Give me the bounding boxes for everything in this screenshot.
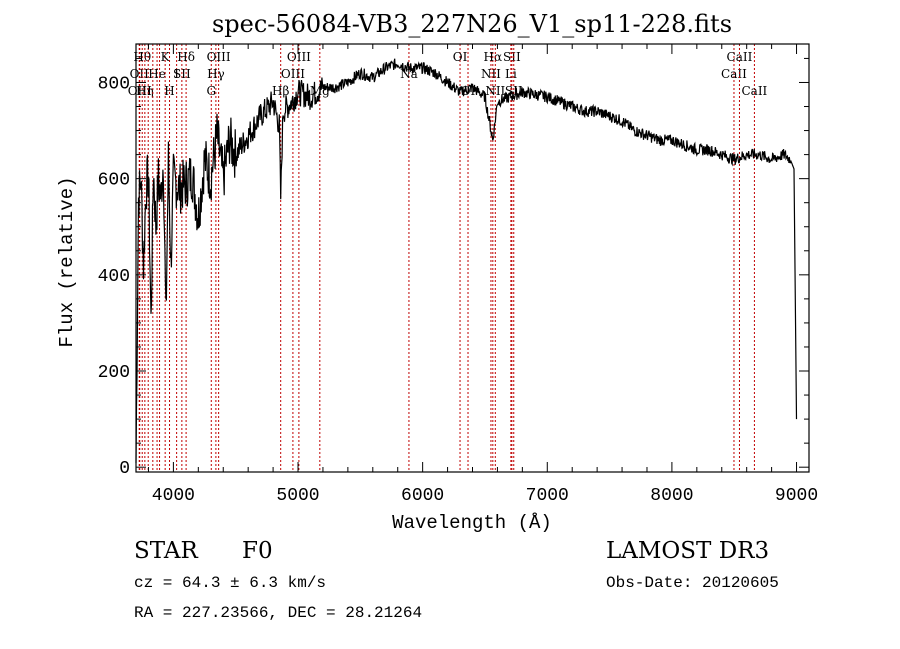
spectral-line-label: K — [161, 50, 171, 64]
plot-frame — [135, 43, 810, 473]
y-tick-label: 0 — [119, 459, 130, 479]
spectral-line-label: CaII — [721, 67, 747, 81]
spectral-line-label: OIII — [281, 67, 305, 81]
y-tick-label: 600 — [98, 171, 130, 191]
y-axis-label: Flux (relative) — [56, 176, 78, 347]
x-tick-label: 4000 — [152, 486, 195, 506]
axes: 4000 5000 6000 7000 8000 9000 0 200 400 600 800 — [98, 44, 818, 506]
x-axis-label: Wavelength (Å) — [392, 512, 552, 534]
spectral-line-label: CaII — [741, 84, 767, 98]
spectral-line-label: OI — [453, 50, 468, 64]
spectral-line-label: OIII — [128, 84, 152, 98]
spectral-line-label: I — [174, 67, 179, 81]
spectral-subclass: F0 — [242, 538, 273, 564]
spectral-line-label: H — [164, 84, 174, 98]
spectral-line-label: Hβ — [272, 84, 289, 98]
survey-name: LAMOST DR3 — [606, 538, 770, 564]
y-tick-label: 400 — [98, 267, 130, 287]
spectral-line-label: He — [148, 67, 166, 81]
y-tick-label: 800 — [98, 74, 130, 94]
spectral-line-label: SII — [503, 50, 521, 64]
coordinates: RA = 227.23566, DEC = 28.21264 — [134, 604, 423, 622]
spectral-line-label: NII — [485, 84, 505, 98]
spectrum-line — [135, 58, 798, 463]
spectral-line-label: SII — [173, 67, 191, 81]
x-tick-label: 9000 — [775, 486, 818, 506]
spectral-line-label: Hα — [484, 50, 503, 64]
spectral-line-label: CaII — [727, 50, 753, 64]
spectral-line-label: Hη — [136, 84, 154, 98]
spectral-line-label: G — [206, 84, 216, 98]
spectral-line-label: Li — [505, 67, 517, 81]
x-tick-label: 8000 — [650, 486, 693, 506]
observation-date: Obs-Date: 20120605 — [606, 574, 779, 592]
y-tick-label: 200 — [98, 363, 130, 383]
spectral-line-label: NII — [481, 67, 501, 81]
chart-title: spec-56084-VB3_227N26_V1_sp11-228.fits — [212, 10, 732, 38]
spectral-line-label: Hγ — [207, 67, 225, 81]
x-tick-label: 6000 — [401, 486, 444, 506]
spectral-line-label: Hθ — [133, 50, 151, 64]
x-tick-label: 7000 — [526, 486, 569, 506]
spectral-line-label: Hδ — [177, 50, 195, 64]
spectral-line-label: OIII — [287, 50, 311, 64]
spectral-line-label: OIII — [207, 50, 231, 64]
x-tick-label: 5000 — [276, 486, 319, 506]
spectral-line-markers: OIIOIIIHθHηHeKHISIIHδGHγOIIIHβOIIIOIIIMg… — [128, 44, 768, 472]
object-class: STAR — [134, 538, 198, 564]
redshift-velocity: cz = 64.3 ± 6.3 km/s — [134, 574, 327, 592]
